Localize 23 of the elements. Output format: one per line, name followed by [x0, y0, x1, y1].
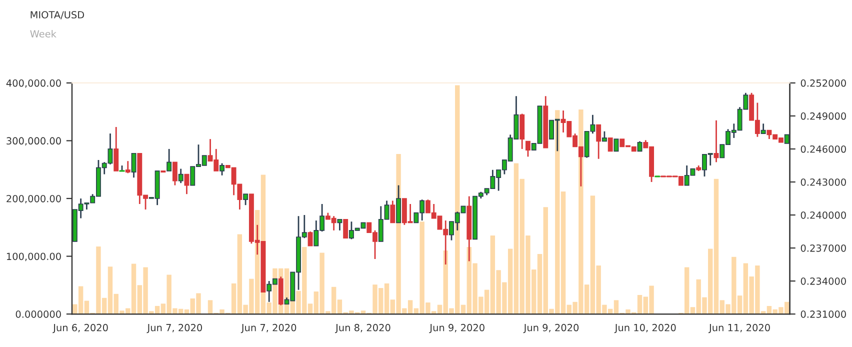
chart-title: MIOTA/USD — [30, 11, 84, 20]
x-tick-label: Jun 9, 2020 — [523, 324, 579, 334]
y2-tick-label: 0.234000 — [800, 278, 846, 285]
x-tick-label: Jun 7, 2020 — [240, 324, 296, 334]
y2-tick-label: 0.252000 — [800, 79, 846, 87]
y2-tick-label: 0.231000 — [800, 310, 846, 318]
y2-tick-label: 0.249000 — [800, 112, 846, 120]
y-tick-label: 100,000.00 — [6, 252, 61, 262]
y2-tick-label: 0.246000 — [800, 145, 846, 153]
x-tick-label: Jun 9, 2020 — [429, 324, 484, 334]
chart-subtitle: Week — [30, 30, 56, 38]
y2-tick-label: 0.243000 — [800, 178, 846, 186]
y-tick-label: 300,000.00 — [6, 137, 61, 146]
x-tick-label: Jun 7, 2020 — [146, 324, 202, 334]
y-tick-label: 200,000.00 — [6, 194, 61, 204]
y-tick-label: 0.000000 — [16, 310, 61, 318]
x-tick-label: Jun 11, 2020 — [708, 324, 770, 334]
y2-tick-label: 0.240000 — [800, 211, 846, 219]
x-tick-label: Jun 8, 2020 — [335, 324, 390, 334]
x-tick-label: Jun 6, 2020 — [52, 324, 108, 334]
y-tick-label: 400,000.00 — [6, 79, 61, 88]
y2-tick-label: 0.237000 — [800, 244, 846, 252]
x-tick-label: Jun 10, 2020 — [614, 324, 676, 334]
